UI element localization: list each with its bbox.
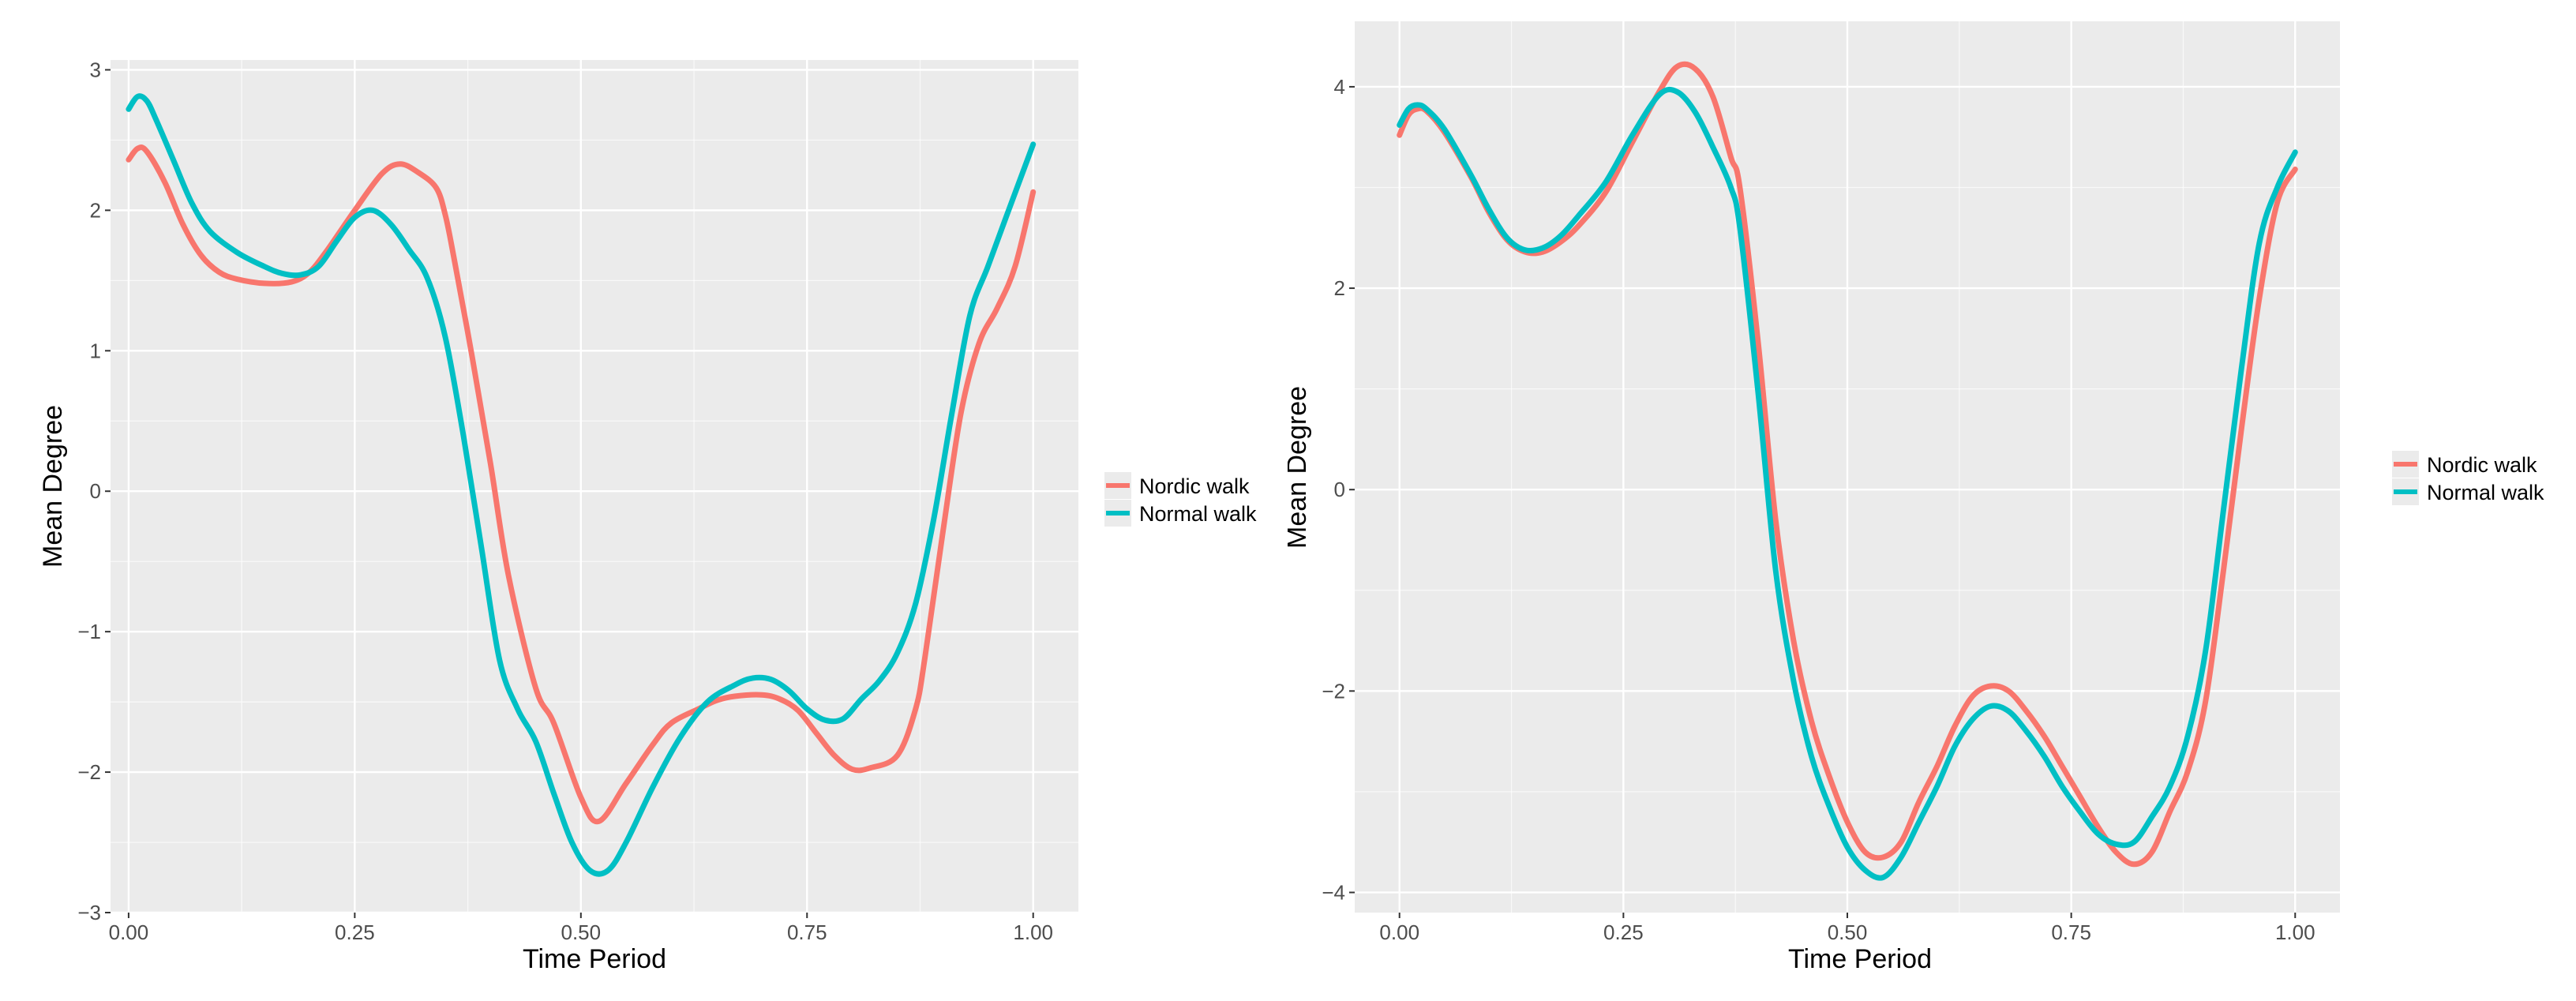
left-line-chart: −3 −2 −1 0 1 2 3 0.00 0.25 0.50 0.75 1.00 Time Per… [38,58,1257,974]
y-axis: −3 −2 −1 0 1 2 3 [77,58,111,924]
x-tick-label: 0.50 [1828,920,1868,944]
minor-gridlines [111,60,1078,913]
x-tick-label: 0.25 [335,920,375,944]
y-axis-title: Mean Degree [1288,386,1312,549]
legend-label-normal: Normal walk [1139,502,1257,526]
x-tick-label: 0.75 [787,920,827,944]
series-line-nordic [1397,61,2298,868]
x-tick-label: 1.00 [2275,920,2315,944]
x-tick-label: 0.00 [1379,920,1419,944]
y-axis-title: Mean Degree [38,405,68,568]
y-tick-label: 0 [90,479,101,503]
y-tick-label: −1 [77,620,101,643]
right-chart-panel: −4 −2 0 2 4 0.00 0.25 0.50 0.75 1.00 Time Period… [1288,0,2576,1001]
x-tick-label: 1.00 [1013,920,1053,944]
x-axis: 0.00 0.25 0.50 0.75 1.00 [109,913,1053,944]
legend-label-nordic: Nordic walk [2427,453,2537,477]
series-line-normal [1397,86,2298,881]
y-tick-label: −3 [77,901,101,924]
x-tick-label: 0.75 [2051,920,2091,944]
x-tick-label: 0.50 [561,920,602,944]
x-tick-label: 0.00 [109,920,149,944]
x-axis-title: Time Period [523,944,666,974]
x-axis: 0.00 0.25 0.50 0.75 1.00 [1379,913,2315,944]
right-line-chart: −4 −2 0 2 4 0.00 0.25 0.50 0.75 1.00 Time Period… [1288,21,2544,974]
series-line-nordic [126,144,1037,825]
legend: Nordic walk Normal walk [2392,451,2544,505]
x-tick-label: 0.25 [1603,920,1644,944]
major-gridlines [1355,21,2340,913]
y-tick-label: 2 [1334,276,1345,300]
series-line-normal [126,93,1037,877]
y-tick-label: 0 [1334,478,1345,501]
y-tick-label: 3 [90,58,101,81]
plot-background [111,60,1078,913]
y-tick-label: 1 [90,339,101,362]
legend-label-normal: Normal walk [2427,481,2544,504]
y-tick-label: 2 [90,198,101,222]
y-tick-label: −4 [1322,880,1345,904]
series-lines [126,93,1037,877]
y-tick-label: −2 [77,760,101,784]
left-chart-panel: −3 −2 −1 0 1 2 3 0.00 0.25 0.50 0.75 1.00 Time Per… [38,58,1257,974]
y-tick-label: −2 [1322,679,1345,703]
legend-label-nordic: Nordic walk [1139,474,1250,498]
legend: Nordic walk Normal walk [1104,472,1257,527]
y-tick-label: 4 [1334,75,1345,99]
series-lines [1397,61,2298,881]
major-gridlines [111,60,1078,914]
y-axis: −4 −2 0 2 4 [1322,75,1355,904]
x-axis-title: Time Period [1788,944,1932,974]
